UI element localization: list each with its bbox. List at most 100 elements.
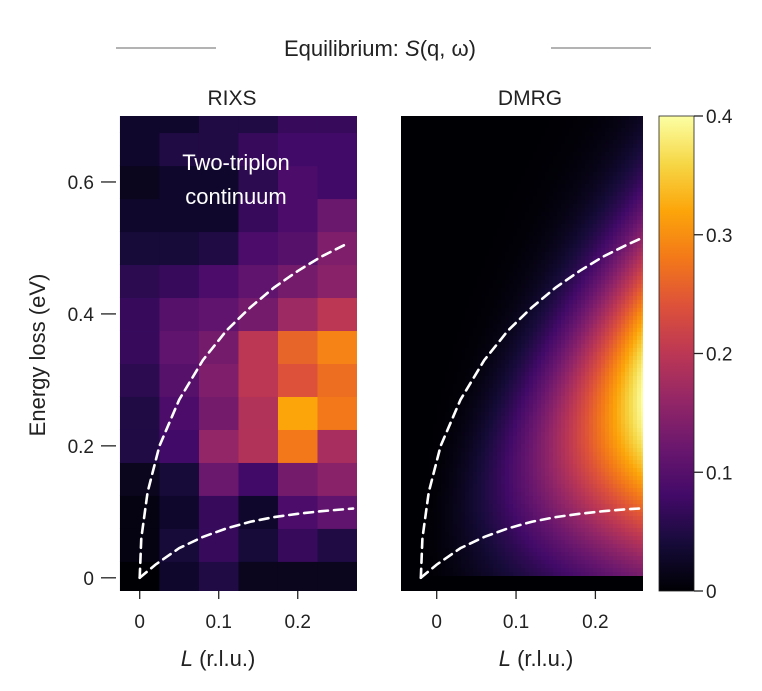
heatmap-cell bbox=[469, 124, 474, 129]
heatmap-cell bbox=[517, 132, 522, 137]
heatmap-cell bbox=[437, 144, 442, 149]
heatmap-cell bbox=[629, 228, 634, 233]
heatmap-cell bbox=[609, 164, 614, 169]
heatmap-cell bbox=[417, 120, 422, 125]
heatmap-cell bbox=[533, 156, 538, 161]
heatmap-cell bbox=[545, 120, 550, 125]
heatmap-cell bbox=[625, 116, 630, 121]
heatmap-cell bbox=[629, 124, 634, 129]
heatmap-cell bbox=[481, 316, 486, 321]
heatmap-cell bbox=[469, 432, 474, 437]
heatmap-cell bbox=[613, 316, 618, 321]
heatmap-cell bbox=[457, 368, 462, 373]
heatmap-cell bbox=[409, 120, 414, 125]
heatmap-cell bbox=[601, 296, 606, 301]
heatmap-cell bbox=[509, 352, 514, 357]
heatmap-cell bbox=[405, 172, 410, 177]
heatmap-cell bbox=[517, 120, 522, 125]
heatmap-cell bbox=[461, 416, 466, 421]
heatmap-cell bbox=[481, 312, 486, 317]
heatmap-cell bbox=[545, 316, 550, 321]
heatmap-cell bbox=[573, 316, 578, 321]
heatmap-cell bbox=[513, 196, 518, 201]
heatmap-cell bbox=[405, 260, 410, 265]
heatmap-cell bbox=[413, 248, 418, 253]
heatmap-cell bbox=[409, 152, 414, 157]
heatmap-cell bbox=[441, 368, 446, 373]
heatmap-cell bbox=[573, 232, 578, 237]
heatmap-cell bbox=[445, 344, 450, 349]
heatmap-cell bbox=[593, 268, 598, 273]
heatmap-cell bbox=[553, 272, 558, 277]
heatmap-cell bbox=[533, 416, 538, 421]
heatmap-cell bbox=[413, 164, 418, 169]
heatmap-cell bbox=[493, 316, 498, 321]
heatmap-cell bbox=[581, 428, 586, 433]
heatmap-cell bbox=[437, 356, 442, 361]
heatmap-cell bbox=[417, 188, 422, 193]
heatmap-cell bbox=[469, 120, 474, 125]
heatmap-cell bbox=[537, 172, 542, 177]
heatmap-cell bbox=[541, 408, 546, 413]
heatmap-cell bbox=[537, 388, 542, 393]
heatmap-cell bbox=[529, 372, 534, 377]
heatmap-cell bbox=[513, 240, 518, 245]
heatmap-cell bbox=[465, 228, 470, 233]
heatmap-cell bbox=[553, 312, 558, 317]
heatmap-cell bbox=[401, 236, 406, 241]
heatmap-cell bbox=[517, 304, 522, 309]
heatmap-cell bbox=[593, 132, 598, 137]
heatmap-cell bbox=[609, 172, 614, 177]
heatmap-cell bbox=[637, 380, 642, 385]
heatmap-cell bbox=[557, 220, 562, 225]
heatmap-cell bbox=[461, 384, 466, 389]
heatmap-cell bbox=[529, 412, 534, 417]
heatmap-cell bbox=[473, 176, 478, 181]
heatmap-cell bbox=[529, 392, 534, 397]
heatmap-cell bbox=[433, 172, 438, 177]
heatmap-cell bbox=[541, 132, 546, 137]
heatmap-cell bbox=[533, 236, 538, 241]
heatmap-cell bbox=[585, 240, 590, 245]
heatmap-cell bbox=[529, 360, 534, 365]
heatmap-cell bbox=[633, 152, 638, 157]
heatmap-cell bbox=[477, 164, 482, 169]
heatmap-cell bbox=[517, 420, 522, 425]
heatmap-cell bbox=[525, 188, 530, 193]
heatmap-cell bbox=[617, 224, 622, 229]
heatmap-cell bbox=[405, 288, 410, 293]
heatmap-cell bbox=[413, 400, 418, 405]
heatmap-cell bbox=[469, 376, 474, 381]
heatmap-cell bbox=[609, 416, 614, 421]
heatmap-cell bbox=[601, 236, 606, 241]
heatmap-cell bbox=[549, 300, 554, 305]
heatmap-cell bbox=[465, 264, 470, 269]
heatmap-cell bbox=[521, 132, 526, 137]
heatmap-cell bbox=[525, 368, 530, 373]
heatmap-cell bbox=[517, 260, 522, 265]
heatmap-cell bbox=[617, 280, 622, 285]
heatmap-cell bbox=[317, 528, 357, 562]
heatmap-cell bbox=[485, 252, 490, 257]
heatmap-cell bbox=[501, 320, 506, 325]
heatmap-cell bbox=[557, 232, 562, 237]
heatmap-cell bbox=[593, 304, 598, 309]
heatmap-cell bbox=[417, 424, 422, 429]
heatmap-cell bbox=[413, 408, 418, 413]
heatmap-cell bbox=[525, 336, 530, 341]
heatmap-cell bbox=[481, 356, 486, 361]
heatmap-cell bbox=[545, 268, 550, 273]
heatmap-cell bbox=[573, 192, 578, 197]
heatmap-cell bbox=[597, 384, 602, 389]
heatmap-cell bbox=[593, 328, 598, 333]
heatmap-cell bbox=[577, 356, 582, 361]
heatmap-cell bbox=[557, 184, 562, 189]
heatmap-cell bbox=[545, 144, 550, 149]
heatmap-cell bbox=[553, 384, 558, 389]
heatmap-cell bbox=[489, 388, 494, 393]
heatmap-cell bbox=[501, 356, 506, 361]
heatmap-cell bbox=[541, 176, 546, 181]
heatmap-cell bbox=[625, 260, 630, 265]
heatmap-cell bbox=[429, 200, 434, 205]
heatmap-cell bbox=[477, 372, 482, 377]
